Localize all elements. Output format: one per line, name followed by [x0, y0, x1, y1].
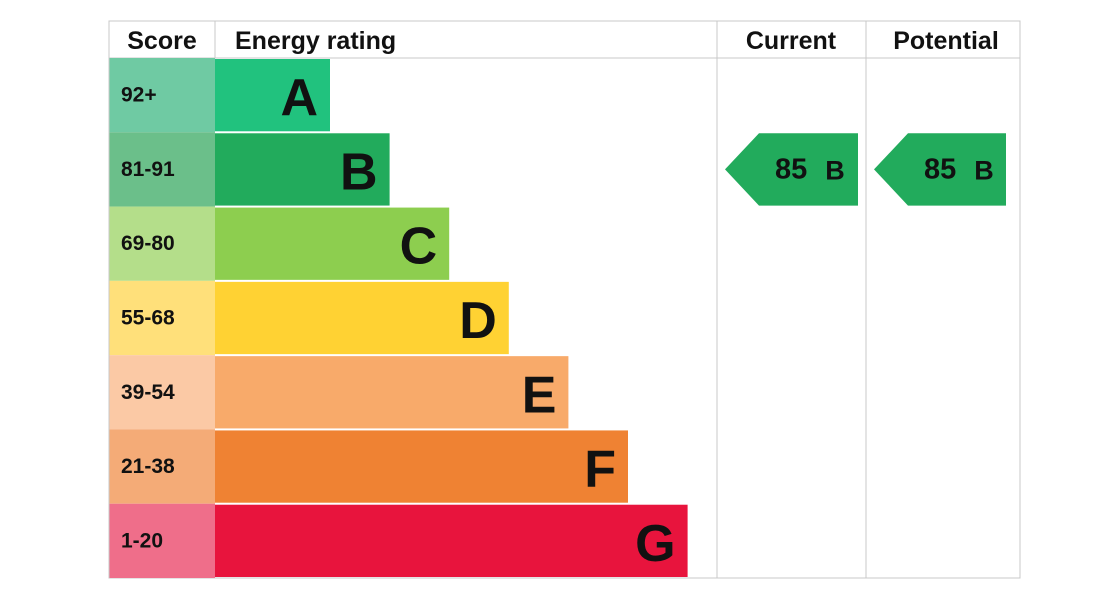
score-label: 39-54	[121, 381, 175, 404]
header-score: Score	[127, 27, 197, 55]
score-label: 21-38	[121, 455, 175, 478]
score-cell	[109, 206, 215, 281]
band-letter: E	[522, 366, 557, 424]
score-cell	[109, 58, 215, 133]
score-cell	[109, 132, 215, 207]
indicator-band: B	[974, 155, 994, 185]
band-letter: C	[400, 218, 438, 276]
header-current: Current	[746, 27, 837, 55]
score-label: 1-20	[121, 529, 163, 552]
band-letter: A	[280, 69, 318, 127]
indicator-band: B	[825, 155, 845, 185]
rating-bar	[215, 504, 688, 577]
indicator-value: 85	[924, 153, 956, 185]
rating-indicator	[874, 133, 1006, 206]
header-potential: Potential	[893, 27, 999, 55]
rating-bar	[215, 356, 569, 429]
score-cell	[109, 429, 215, 504]
rating-bar	[215, 59, 330, 132]
score-label: 69-80	[121, 232, 175, 255]
band-letter: F	[584, 441, 616, 499]
band-letter: B	[340, 143, 378, 201]
rating-bar	[215, 133, 390, 206]
score-cell	[109, 280, 215, 356]
table-frame	[108, 20, 1021, 579]
score-cell	[109, 503, 215, 578]
band-letter: D	[459, 292, 497, 350]
band-letter: G	[635, 515, 675, 573]
rating-bar	[215, 281, 509, 355]
rating-bar	[215, 430, 628, 503]
indicator-value: 85	[775, 153, 807, 185]
rating-bar	[215, 207, 450, 280]
header-rating: Energy rating	[235, 27, 396, 55]
rating-indicator	[725, 133, 858, 206]
score-label: 81-91	[121, 158, 175, 181]
score-label: 55-68	[121, 307, 175, 330]
score-label: 92+	[121, 84, 157, 107]
score-cell	[109, 355, 215, 430]
